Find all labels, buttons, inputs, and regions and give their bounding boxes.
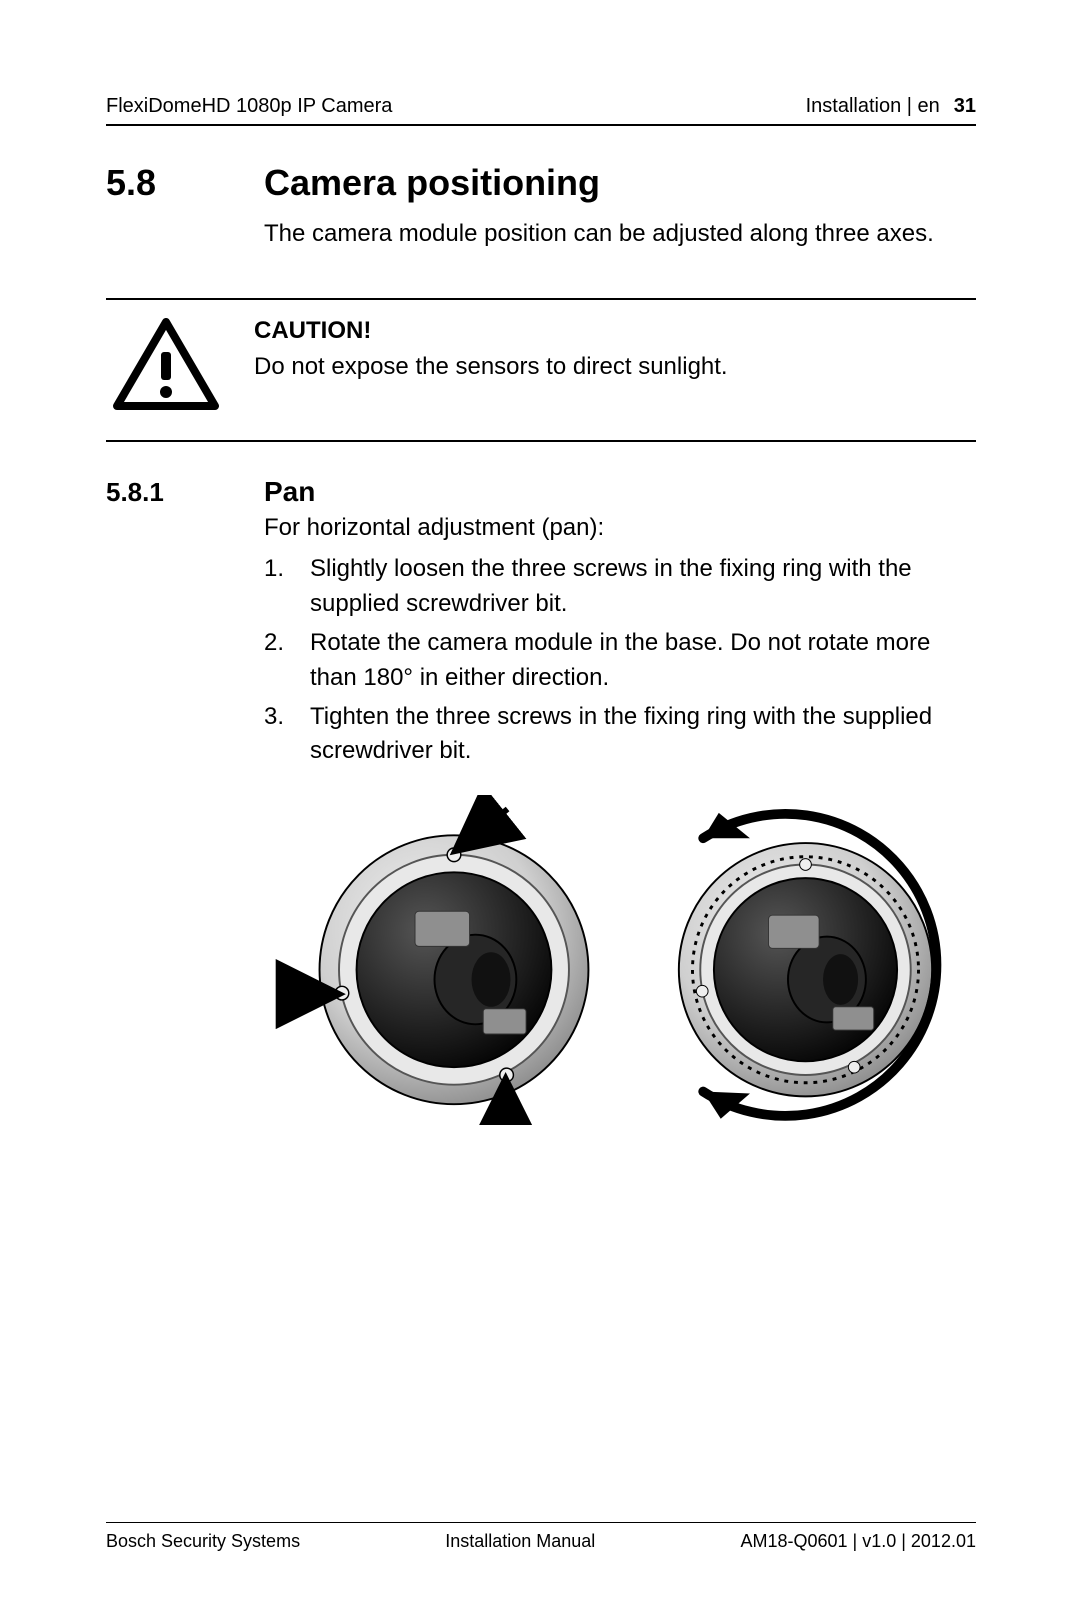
footer-left: Bosch Security Systems — [106, 1531, 300, 1552]
step-number: 1. — [264, 552, 292, 622]
step-item: 2. Rotate the camera module in the base.… — [264, 626, 976, 696]
step-text: Rotate the camera module in the base. Do… — [310, 626, 976, 696]
subsection-title: Pan — [264, 476, 315, 508]
camera-screws-figure — [264, 795, 605, 1125]
caution-label: CAUTION! — [254, 314, 728, 348]
section-intro: The camera module position can be adjust… — [264, 218, 976, 250]
page-number: 31 — [954, 95, 976, 118]
caution-block: CAUTION! Do not expose the sensors to di… — [106, 298, 976, 442]
step-text: Tighten the three screws in the fixing r… — [310, 700, 976, 770]
warning-icon — [106, 314, 226, 414]
section-number: 5.8 — [106, 162, 216, 204]
footer-center: Installation Manual — [445, 1531, 595, 1552]
step-number: 3. — [264, 700, 292, 770]
figure-row — [264, 795, 976, 1125]
footer-right: AM18-Q0601 | v1.0 | 2012.01 — [740, 1531, 976, 1552]
header-product: FlexiDomeHD 1080p IP Camera — [106, 95, 392, 118]
step-text: Slightly loosen the three screws in the … — [310, 552, 976, 622]
subsection-intro: For horizontal adjustment (pan): — [264, 514, 976, 542]
footer: Bosch Security Systems Installation Manu… — [106, 1522, 976, 1552]
section-title: Camera positioning — [264, 162, 600, 204]
steps-list: 1. Slightly loosen the three screws in t… — [264, 552, 976, 769]
step-item: 1. Slightly loosen the three screws in t… — [264, 552, 976, 622]
caution-body: Do not expose the sensors to direct sunl… — [254, 353, 728, 380]
running-header: FlexiDomeHD 1080p IP Camera Installation… — [106, 95, 976, 124]
caution-text: CAUTION! Do not expose the sensors to di… — [254, 314, 728, 414]
header-rule — [106, 124, 976, 126]
page-content: FlexiDomeHD 1080p IP Camera Installation… — [106, 95, 976, 1125]
section-heading: 5.8 Camera positioning — [106, 162, 976, 204]
subsection-number: 5.8.1 — [106, 477, 216, 508]
camera-rotate-figure — [635, 795, 976, 1125]
footer-row: Bosch Security Systems Installation Manu… — [106, 1523, 976, 1552]
step-item: 3. Tighten the three screws in the fixin… — [264, 700, 976, 770]
subsection-heading: 5.8.1 Pan — [106, 476, 976, 508]
header-right: Installation | en 31 — [806, 95, 976, 118]
header-breadcrumb: Installation | en — [806, 95, 940, 118]
step-number: 2. — [264, 626, 292, 696]
